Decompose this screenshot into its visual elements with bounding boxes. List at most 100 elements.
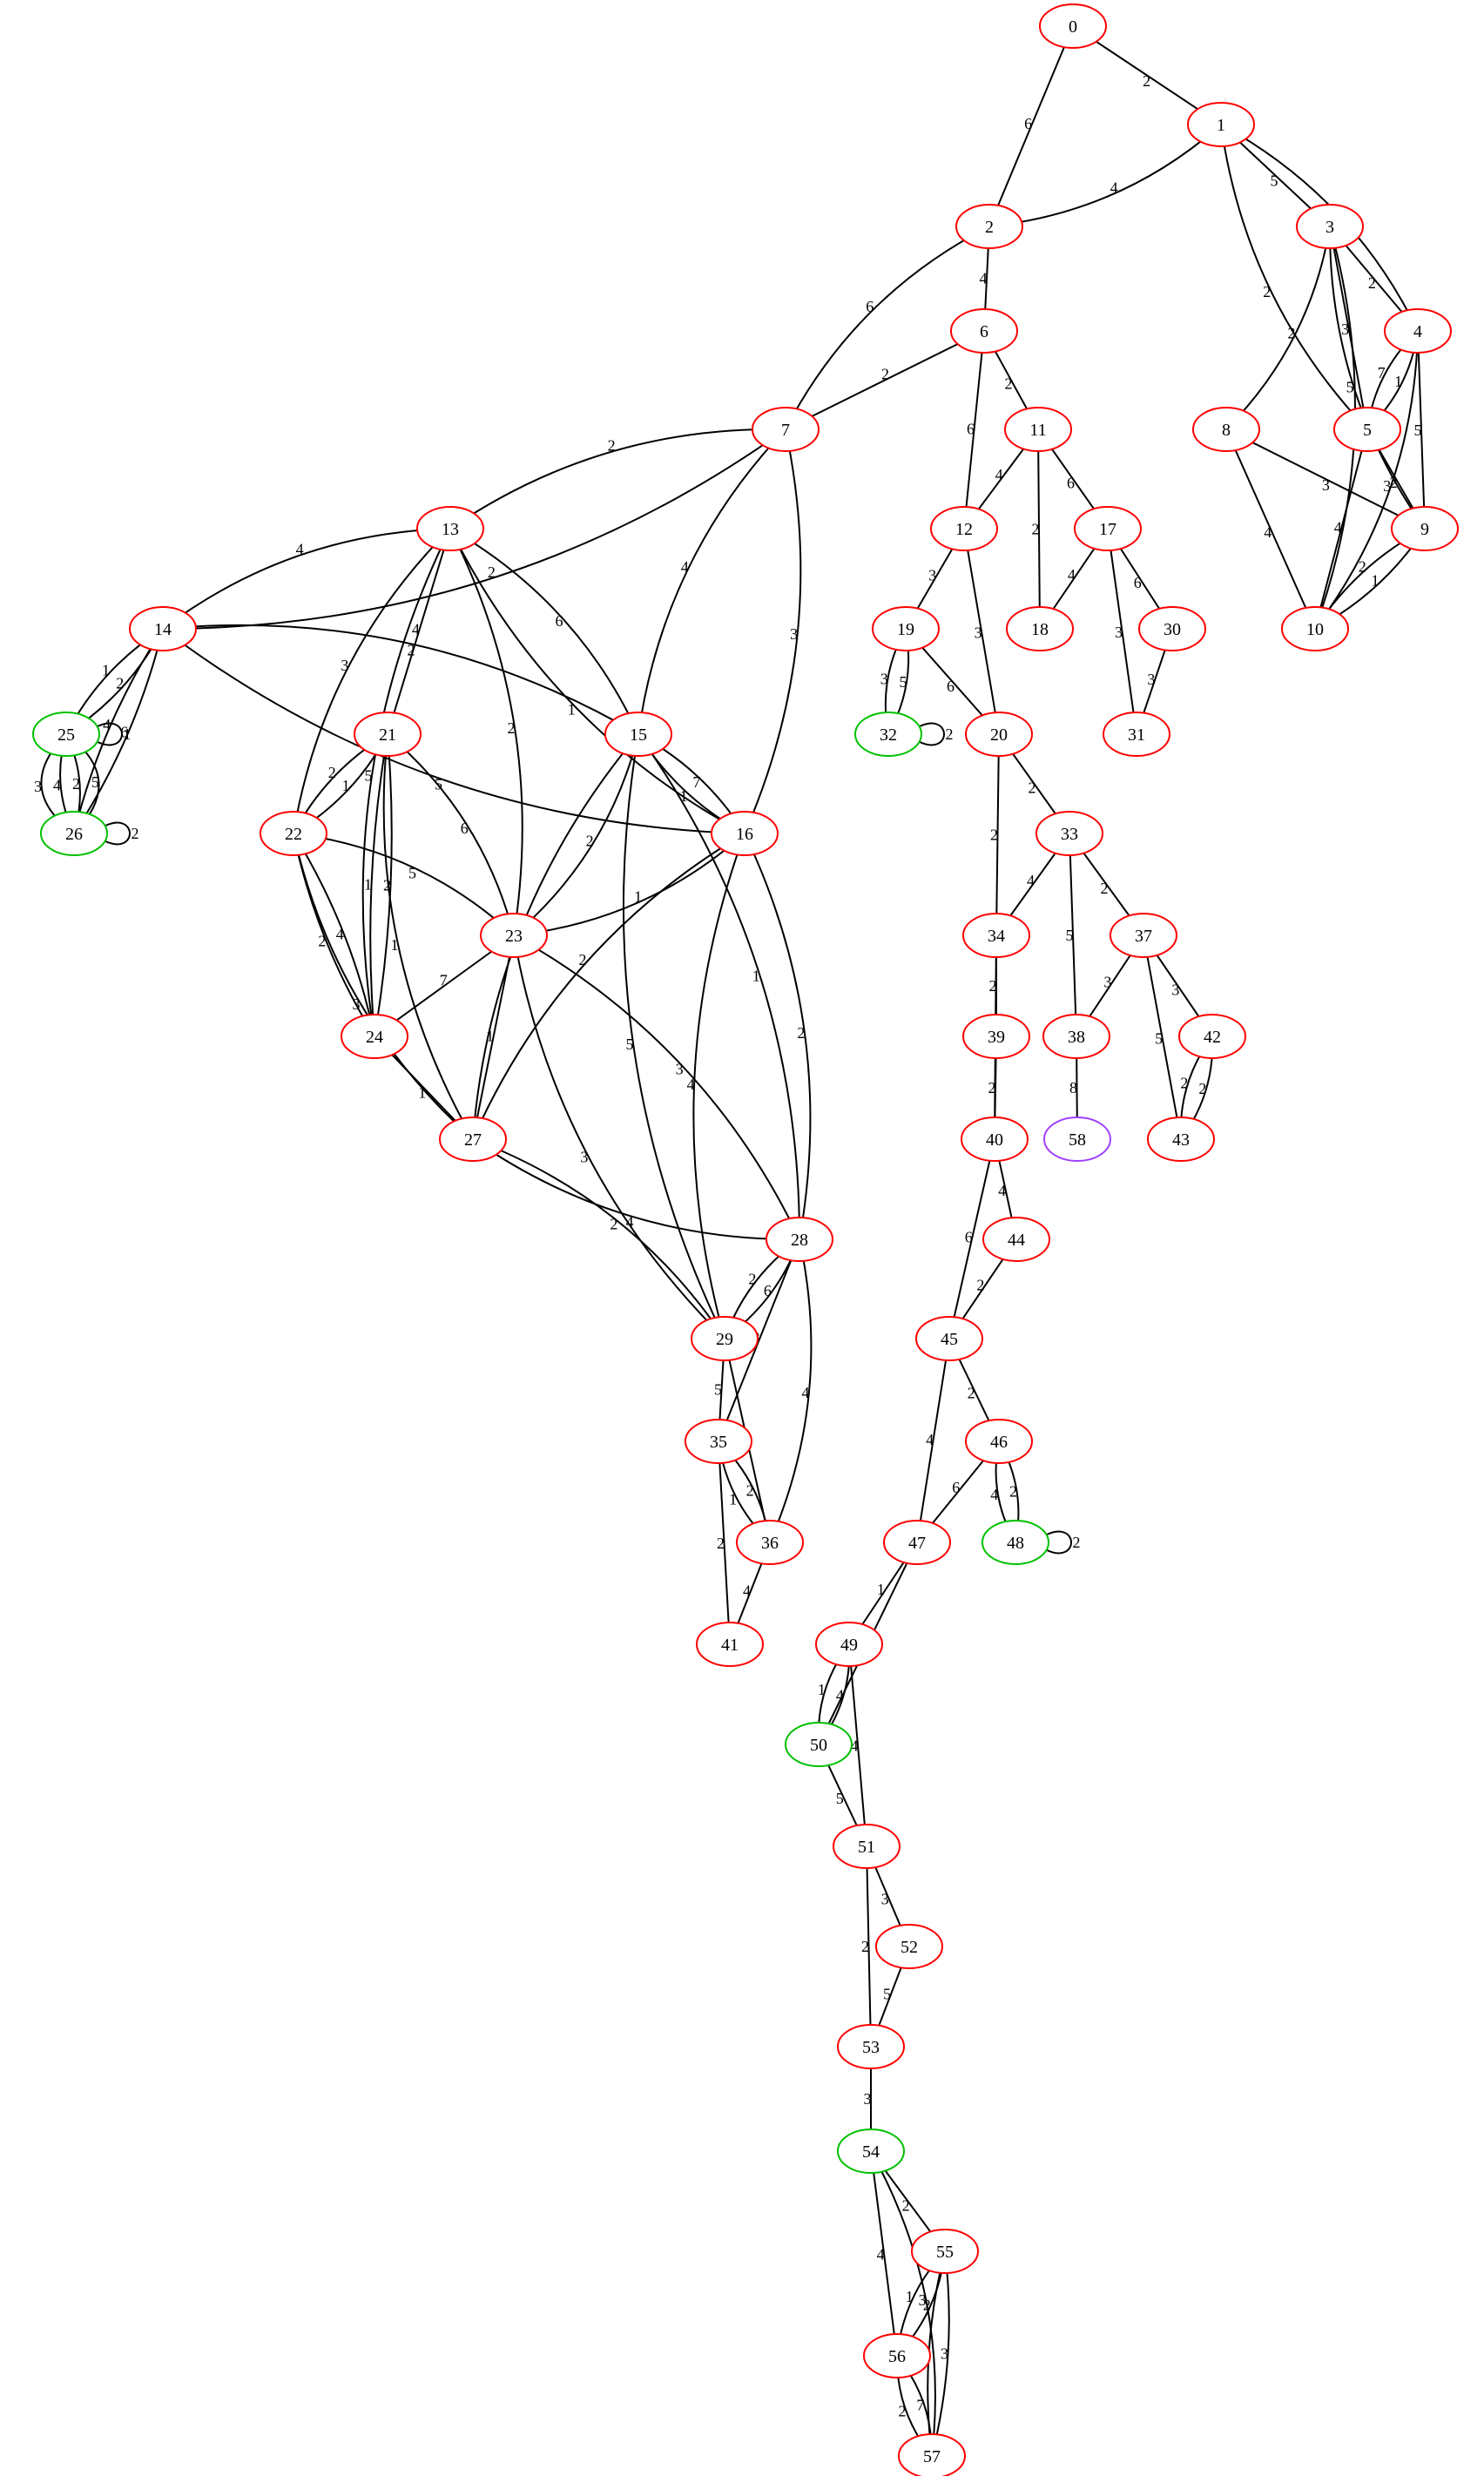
edge-3-5 <box>1329 226 1368 430</box>
edge-27-28 <box>472 1138 800 1241</box>
node-shape-27 <box>439 1117 507 1162</box>
edge-13-24 <box>361 528 451 1037</box>
node-shape-53 <box>837 2024 905 2069</box>
edge-21-27 <box>382 733 474 1140</box>
edge-label-25-26: 4 <box>53 776 61 793</box>
node-shape-35 <box>685 1419 752 1464</box>
node-9: 9 <box>1391 506 1459 551</box>
node-label-53: 53 <box>862 2038 880 2057</box>
node-27: 27 <box>439 1117 507 1162</box>
node-label-28: 28 <box>791 1231 808 1250</box>
edge-label-6-12: 6 <box>967 421 975 438</box>
node-shape-36 <box>736 1520 804 1565</box>
edge-label-33-37: 2 <box>1101 880 1109 897</box>
node-16: 16 <box>711 811 779 856</box>
node-43: 43 <box>1147 1117 1215 1162</box>
node-shape-40 <box>961 1117 1029 1162</box>
node-shape-55 <box>911 2229 979 2274</box>
edge-label-56-57: 7 <box>916 2397 924 2414</box>
node-10: 10 <box>1281 606 1349 651</box>
edge-28-35 <box>718 1238 800 1442</box>
edge-label-53-54: 3 <box>864 2090 872 2108</box>
edge-13-21 <box>387 528 451 735</box>
edge-23-27 <box>472 934 515 1140</box>
node-4: 4 <box>1384 308 1452 354</box>
edge-label-3-5: 3 <box>1341 320 1349 338</box>
edge-54-56 <box>870 2150 898 2357</box>
node-shape-50 <box>785 1722 853 1767</box>
node-44: 44 <box>982 1217 1050 1262</box>
edge-label-34-39: 2 <box>989 977 997 995</box>
edge-label-25-26: 2 <box>72 775 80 793</box>
edge-labels-layer: 2645324623256175324342122646246333353622… <box>34 72 1421 2420</box>
edge-1-5 <box>1220 124 1368 430</box>
edge-33-38 <box>1069 833 1077 1037</box>
edge-14-15 <box>162 624 639 735</box>
edge-label-54-55: 2 <box>902 2196 910 2214</box>
edge-label-14-16: 5 <box>435 775 442 793</box>
node-label-52: 52 <box>901 1938 918 1957</box>
edge-16-27 <box>472 833 745 1140</box>
node-29: 29 <box>691 1316 759 1361</box>
node-shape-37 <box>1110 913 1177 958</box>
node-49: 49 <box>815 1622 883 1667</box>
node-0: 0 <box>1039 3 1107 49</box>
node-label-0: 0 <box>1069 17 1077 37</box>
edge-label-33-38: 5 <box>1066 927 1074 944</box>
node-42: 42 <box>1178 1014 1246 1059</box>
node-shape-13 <box>416 506 484 551</box>
node-label-21: 21 <box>379 725 396 745</box>
edge-5-10 <box>1314 428 1368 630</box>
edge-15-29 <box>623 733 725 1339</box>
edge-label-7-15: 4 <box>681 558 689 576</box>
edge-label-56-57: 2 <box>899 2403 907 2420</box>
edge-label-11-17: 6 <box>1067 475 1075 492</box>
node-label-2: 2 <box>985 218 994 237</box>
edge-label-11-12: 4 <box>995 466 1003 483</box>
node-shape-42 <box>1178 1014 1246 1059</box>
node-57: 57 <box>898 2433 966 2476</box>
node-label-6: 6 <box>980 322 988 341</box>
edge-label-16-28: 2 <box>797 1024 805 1042</box>
node-28: 28 <box>766 1217 833 1262</box>
node-label-41: 41 <box>721 1636 739 1655</box>
edge-45-47 <box>916 1338 950 1543</box>
node-label-26: 26 <box>65 825 83 844</box>
edge-label-0-2: 6 <box>1024 115 1032 132</box>
node-label-11: 11 <box>1029 421 1046 440</box>
edge-40-45 <box>948 1138 995 1339</box>
node-label-57: 57 <box>923 2447 941 2466</box>
node-label-33: 33 <box>1061 825 1078 844</box>
edge-21-23 <box>387 733 515 936</box>
edge-label-26-26: 2 <box>132 825 139 842</box>
node-23: 23 <box>480 913 548 958</box>
edge-label-15-16: 7 <box>693 773 701 791</box>
edge-35-41 <box>718 1440 731 1645</box>
edge-label-21-23: 6 <box>461 820 469 837</box>
edge-label-15-29: 5 <box>626 1036 634 1053</box>
node-shape-48 <box>981 1520 1049 1565</box>
edge-label-44-45: 2 <box>976 1277 984 1294</box>
node-label-14: 14 <box>154 620 172 639</box>
node-shape-29 <box>691 1316 759 1361</box>
edge-label-4-5: 7 <box>1378 364 1386 381</box>
edge-4-9 <box>1417 330 1426 530</box>
node-shape-52 <box>875 1924 943 1969</box>
edge-label-19-32: 3 <box>880 670 888 687</box>
edge-label-25-26: 5 <box>91 773 99 791</box>
node-shape-11 <box>1004 407 1072 452</box>
node-label-46: 46 <box>990 1433 1008 1452</box>
node-shape-17 <box>1074 506 1142 551</box>
edge-label-16-23: 1 <box>634 887 642 905</box>
edge-37-43 <box>1143 934 1182 1140</box>
edge-label-9-10: 2 <box>1359 557 1366 575</box>
node-2: 2 <box>955 204 1023 249</box>
node-shape-12 <box>930 506 998 551</box>
node-label-39: 39 <box>988 1028 1005 1047</box>
edge-label-32-32: 2 <box>946 725 954 743</box>
edge-label-49-51: 4 <box>851 1737 859 1755</box>
edge-22-24 <box>293 833 375 1037</box>
edge-26-26 <box>103 821 131 846</box>
node-label-27: 27 <box>464 1130 482 1150</box>
edge-label-4-10: 3 <box>1383 477 1391 495</box>
